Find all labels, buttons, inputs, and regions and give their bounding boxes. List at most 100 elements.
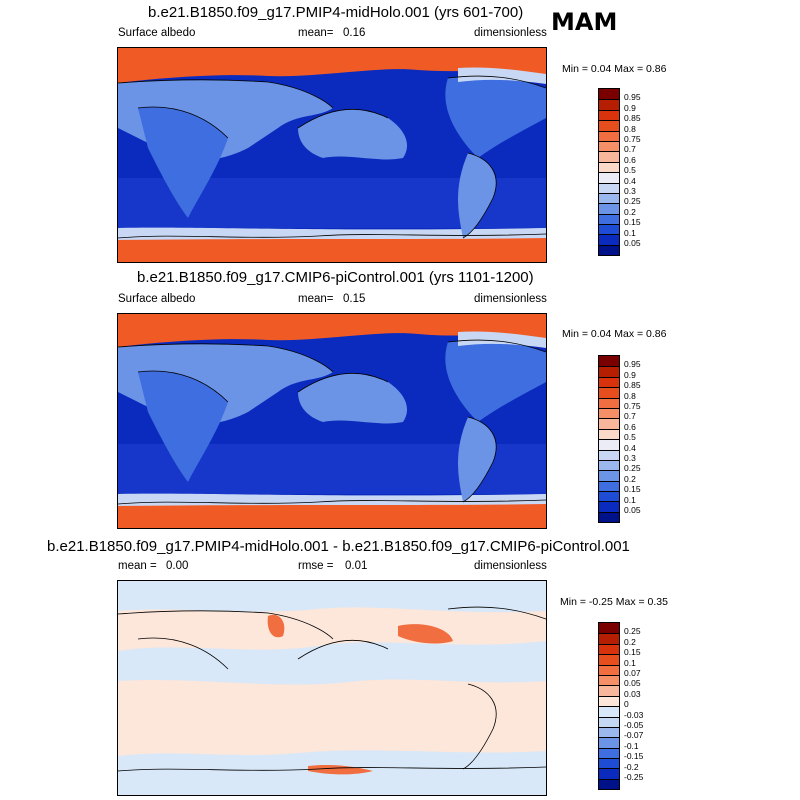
- colorbar-tick-label: 0.15: [624, 217, 641, 228]
- colorbar-tick-label: 0.85: [624, 113, 641, 124]
- colorbar-tick-label: 0.9: [624, 102, 636, 113]
- colorbar-tick-label: 0.95: [624, 359, 641, 370]
- colorbar-swatch: [599, 726, 619, 738]
- panel3-map-field: [118, 581, 546, 795]
- colorbar-tick-label: 0.3: [624, 186, 636, 196]
- colorbar-tick-label: 0.75: [624, 134, 641, 144]
- colorbar-tick-label: 0.25: [624, 196, 641, 207]
- panel2-variable: Surface albedo: [118, 293, 196, 305]
- colorbar-swatch: [599, 130, 619, 141]
- colorbar-tick-label: 0.5: [624, 165, 636, 176]
- colorbar-swatch: [599, 695, 619, 707]
- colorbar-swatch: [599, 397, 619, 408]
- colorbar-tick-label: -0.05: [624, 720, 644, 730]
- panel2-title: b.e21.B1850.f09_g17.CMIP6-piControl.001 …: [137, 269, 534, 286]
- panel3-colorbar: [598, 622, 620, 791]
- colorbar-tick-label: 0.2: [624, 473, 636, 484]
- panel3-map: [117, 580, 547, 796]
- colorbar-tick-label: 0.03: [624, 688, 641, 699]
- colorbar-tick-label: 0.3: [624, 453, 636, 463]
- colorbar-tick-label: 0.05: [624, 505, 641, 515]
- colorbar-tick-label: -0.1: [624, 740, 639, 751]
- colorbar-swatch: [599, 151, 619, 162]
- colorbar-swatch: [599, 203, 619, 214]
- colorbar-swatch: [599, 747, 619, 759]
- colorbar-swatch: [599, 172, 619, 183]
- panel2-mean-value: 0.15: [343, 293, 366, 305]
- colorbar-swatch: [599, 89, 619, 100]
- colorbar-swatch: [599, 244, 619, 256]
- colorbar-swatch: [599, 470, 619, 481]
- colorbar-swatch: [599, 161, 619, 173]
- colorbar-swatch: [599, 501, 619, 512]
- colorbar-tick-label: 0.8: [624, 390, 636, 401]
- colorbar-swatch: [599, 511, 619, 523]
- panel1-map-field: [118, 48, 546, 262]
- colorbar-tick-label: 0.25: [624, 463, 641, 474]
- panel1-colorbar: [598, 88, 620, 257]
- colorbar-swatch: [599, 192, 619, 204]
- panel3-rmse-label: rmse =: [298, 560, 334, 572]
- panel1-minmax: Min = 0.04 Max = 0.86: [562, 63, 667, 75]
- colorbar-swatch: [599, 356, 619, 367]
- colorbar-tick-label: 0.1: [624, 494, 636, 505]
- colorbar-swatch: [599, 758, 619, 769]
- colorbar-swatch: [599, 407, 619, 419]
- panel2-minmax: Min = 0.04 Max = 0.86: [562, 328, 667, 340]
- colorbar-swatch: [599, 418, 619, 429]
- panel3-mean-value: 0.00: [166, 560, 189, 572]
- colorbar-tick-label: -0.15: [624, 751, 644, 762]
- colorbar-swatch: [599, 643, 619, 655]
- panel1-title: b.e21.B1850.f09_g17.PMIP4-midHolo.001 (y…: [148, 4, 524, 21]
- colorbar-swatch: [599, 716, 619, 727]
- colorbar-swatch: [599, 737, 619, 748]
- colorbar-tick-label: 0.7: [624, 411, 636, 422]
- colorbar-swatch: [599, 439, 619, 450]
- colorbar-tick-label: 0.2: [624, 636, 636, 647]
- panel1-units: dimensionless: [474, 27, 547, 39]
- panel2-units: dimensionless: [474, 293, 547, 305]
- panel2-map-field: [118, 314, 546, 528]
- colorbar-swatch: [599, 366, 619, 377]
- panel3-rmse-value: 0.01: [345, 560, 368, 572]
- colorbar-tick-label: 0.4: [624, 175, 636, 186]
- colorbar-swatch: [599, 213, 619, 225]
- colorbar-tick-label: 0.1: [624, 657, 636, 668]
- colorbar-swatch: [599, 234, 619, 245]
- colorbar-tick-label: 0.25: [624, 626, 641, 637]
- colorbar-tick-label: 0.07: [624, 668, 641, 678]
- colorbar-swatch: [599, 778, 619, 790]
- colorbar-swatch: [599, 685, 619, 696]
- colorbar-tick-label: 0.85: [624, 380, 641, 391]
- colorbar-tick-label: 0.95: [624, 92, 641, 103]
- colorbar-swatch: [599, 664, 619, 675]
- colorbar-swatch: [599, 633, 619, 644]
- colorbar-tick-label: 0.05: [624, 238, 641, 248]
- colorbar-swatch: [599, 387, 619, 398]
- colorbar-tick-label: -0.03: [624, 709, 644, 720]
- colorbar-swatch: [599, 623, 619, 634]
- colorbar-tick-label: 0.15: [624, 647, 641, 658]
- colorbar-swatch: [599, 376, 619, 388]
- panel3-units: dimensionless: [474, 560, 547, 572]
- colorbar-swatch: [599, 120, 619, 131]
- colorbar-swatch: [599, 459, 619, 471]
- panel2-mean-label: mean=: [298, 293, 334, 305]
- colorbar-swatch: [599, 706, 619, 717]
- colorbar-tick-label: -0.25: [624, 772, 644, 782]
- colorbar-tick-label: 0.7: [624, 144, 636, 155]
- colorbar-tick-label: 0.6: [624, 154, 636, 165]
- colorbar-tick-label: 0: [624, 699, 629, 710]
- colorbar-tick-label: 0.15: [624, 484, 641, 495]
- colorbar-tick-label: -0.2: [624, 761, 639, 772]
- colorbar-tick-label: 0.1: [624, 227, 636, 238]
- panel2-colorbar: [598, 355, 620, 524]
- season-label: MAM: [551, 8, 618, 36]
- panel1-map: [117, 47, 547, 263]
- colorbar-swatch: [599, 182, 619, 193]
- panel1-variable: Surface albedo: [118, 27, 196, 39]
- colorbar-swatch: [599, 480, 619, 492]
- colorbar-tick-label: 0.4: [624, 442, 636, 453]
- colorbar-swatch: [599, 768, 619, 779]
- colorbar-swatch: [599, 674, 619, 686]
